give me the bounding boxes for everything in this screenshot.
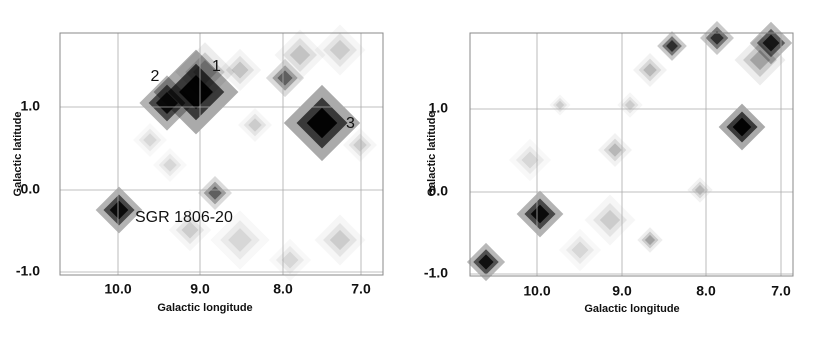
- sky-maps: [60, 21, 793, 282]
- y-tick-label: 1.0: [21, 98, 41, 114]
- source-pixel: [181, 221, 199, 239]
- frame: [59, 32, 384, 276]
- source-pixel: [155, 91, 179, 115]
- source-pixel: [593, 203, 627, 237]
- source-pixel: [248, 118, 262, 132]
- x-tick-label: 9.0: [190, 281, 210, 297]
- y-axis-label: Galactic latitude: [12, 112, 24, 197]
- source-pixel: [179, 75, 213, 109]
- source-pixel: [231, 61, 249, 79]
- source-pixel: [598, 133, 632, 167]
- x-tick-label: 9.0: [612, 283, 632, 299]
- source-pixel: [218, 48, 262, 92]
- x-axis-label: Galactic longitude: [584, 303, 679, 315]
- x-tick-label: 8.0: [273, 281, 293, 297]
- map-background: [60, 33, 383, 275]
- annotation: 2: [151, 68, 160, 85]
- source-pixel: [323, 223, 357, 257]
- source-pixel: [272, 65, 298, 91]
- x-tick-label: 7.0: [771, 283, 791, 299]
- source-pixel: [552, 97, 568, 113]
- source-pixel: [265, 58, 305, 98]
- source-pixel: [734, 34, 786, 86]
- x-tick-label: 10.0: [104, 281, 131, 297]
- x-tick-label: 7.0: [351, 281, 371, 297]
- source-pixel: [521, 151, 539, 169]
- source-pixel: [329, 229, 351, 251]
- y-tick-label: 0.0: [21, 181, 41, 197]
- y-tick-label: -1.0: [16, 263, 40, 279]
- y-tick-label: 1.0: [429, 100, 449, 116]
- source-pixel: [571, 241, 589, 259]
- x-tick-label: 8.0: [696, 283, 716, 299]
- x-tick-label: 10.0: [523, 283, 550, 299]
- y-axis-label: Galactic latitude: [426, 112, 438, 197]
- y-tick-label: 0.0: [429, 183, 449, 199]
- source-pixel: [281, 251, 299, 269]
- annotation: 1: [212, 58, 221, 75]
- source-pixel: [193, 60, 217, 84]
- source-pixel: [109, 200, 129, 220]
- source-pixel: [637, 227, 663, 253]
- source-pixel: [641, 231, 659, 249]
- source-pixel: [163, 158, 177, 172]
- y-tick-label: -1.0: [424, 265, 448, 281]
- annotation: 3: [346, 115, 355, 132]
- source-pixel: [565, 235, 595, 265]
- source-pixel: [306, 107, 338, 139]
- source-pixel: [198, 176, 232, 210]
- x-axis-label: Galactic longitude: [157, 302, 252, 314]
- source-pixel: [353, 138, 367, 152]
- map-background: [470, 33, 793, 276]
- frame: [469, 32, 794, 277]
- source-pixel: [530, 204, 550, 224]
- source-pixel: [220, 220, 260, 260]
- source-pixel: [710, 31, 724, 45]
- annotation: SGR 1806-20: [135, 209, 233, 226]
- source-pixel: [608, 143, 622, 157]
- source-pixel: [762, 34, 780, 52]
- source-pixel: [143, 133, 157, 147]
- source-pixel: [643, 63, 657, 77]
- source-pixel: [691, 181, 709, 199]
- source-pixel: [228, 228, 252, 252]
- source-pixel: [175, 42, 235, 102]
- source-pixel: [185, 52, 225, 92]
